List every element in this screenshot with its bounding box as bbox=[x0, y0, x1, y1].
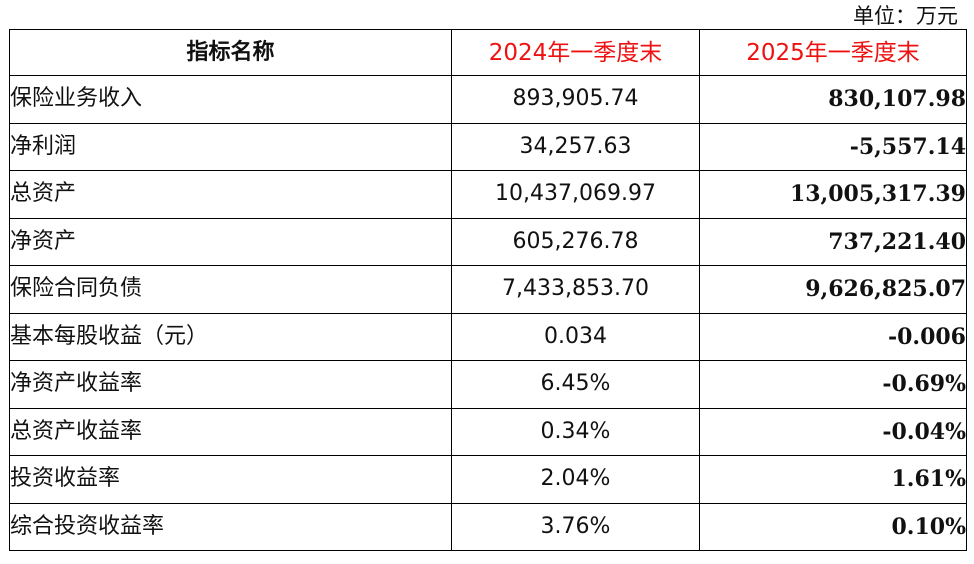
table-header-row: 指标名称 2024年一季度末 2025年一季度末 bbox=[9, 29, 967, 76]
table-row: 净资产 605,276.78 737,221.40 bbox=[9, 217, 967, 266]
value-2025-cell: 830,107.98 bbox=[699, 75, 967, 124]
metric-name-cell: 净资产 bbox=[9, 217, 452, 266]
metric-name-cell: 总资产 bbox=[9, 170, 452, 219]
table-row: 总资产收益率 0.34% -0.04% bbox=[9, 407, 967, 456]
table-row: 保险合同负债 7,433,853.70 9,626,825.07 bbox=[9, 265, 967, 314]
value-2025-cell: -0.006 bbox=[699, 312, 967, 361]
value-2024-cell: 0.34% bbox=[451, 407, 700, 456]
table-row: 净资产收益率 6.45% -0.69% bbox=[9, 360, 967, 409]
value-2024-cell: 605,276.78 bbox=[451, 217, 700, 266]
value-2024-cell: 0.034 bbox=[451, 312, 700, 361]
table-row: 净利润 34,257.63 -5,557.14 bbox=[9, 122, 967, 171]
table-row: 综合投资收益率 3.76% 0.10% bbox=[9, 502, 967, 551]
table-row: 基本每股收益（元） 0.034 -0.006 bbox=[9, 312, 967, 361]
table-row: 保险业务收入 893,905.74 830,107.98 bbox=[9, 75, 967, 124]
table-row: 总资产 10,437,069.97 13,005,317.39 bbox=[9, 170, 967, 219]
value-2025-cell: -5,557.14 bbox=[699, 122, 967, 171]
value-2025-cell: 13,005,317.39 bbox=[699, 170, 967, 219]
value-2025-cell: 737,221.40 bbox=[699, 217, 967, 266]
header-2024-q1: 2024年一季度末 bbox=[451, 29, 700, 76]
metric-name-cell: 综合投资收益率 bbox=[9, 502, 452, 551]
value-2025-cell: 1.61% bbox=[699, 455, 967, 504]
financial-indicators-table: 指标名称 2024年一季度末 2025年一季度末 保险业务收入 893,905.… bbox=[9, 29, 967, 551]
value-2025-cell: 0.10% bbox=[699, 502, 967, 551]
value-2024-cell: 7,433,853.70 bbox=[451, 265, 700, 314]
value-2024-cell: 10,437,069.97 bbox=[451, 170, 700, 219]
value-2025-cell: 9,626,825.07 bbox=[699, 265, 967, 314]
metric-name-cell: 投资收益率 bbox=[9, 455, 452, 504]
value-2024-cell: 3.76% bbox=[451, 502, 700, 551]
table-row: 投资收益率 2.04% 1.61% bbox=[9, 455, 967, 504]
value-2024-cell: 34,257.63 bbox=[451, 122, 700, 171]
metric-name-cell: 保险合同负债 bbox=[9, 265, 452, 314]
metric-name-cell: 净利润 bbox=[9, 122, 452, 171]
header-metric-name: 指标名称 bbox=[9, 29, 452, 76]
metric-name-cell: 总资产收益率 bbox=[9, 407, 452, 456]
metric-name-cell: 保险业务收入 bbox=[9, 75, 452, 124]
header-2025-q1: 2025年一季度末 bbox=[699, 29, 967, 76]
value-2025-cell: -0.04% bbox=[699, 407, 967, 456]
metric-name-cell: 净资产收益率 bbox=[9, 360, 452, 409]
value-2025-cell: -0.69% bbox=[699, 360, 967, 409]
value-2024-cell: 6.45% bbox=[451, 360, 700, 409]
value-2024-cell: 2.04% bbox=[451, 455, 700, 504]
metric-name-cell: 基本每股收益（元） bbox=[9, 312, 452, 361]
unit-label: 单位：万元 bbox=[853, 4, 958, 28]
value-2024-cell: 893,905.74 bbox=[451, 75, 700, 124]
